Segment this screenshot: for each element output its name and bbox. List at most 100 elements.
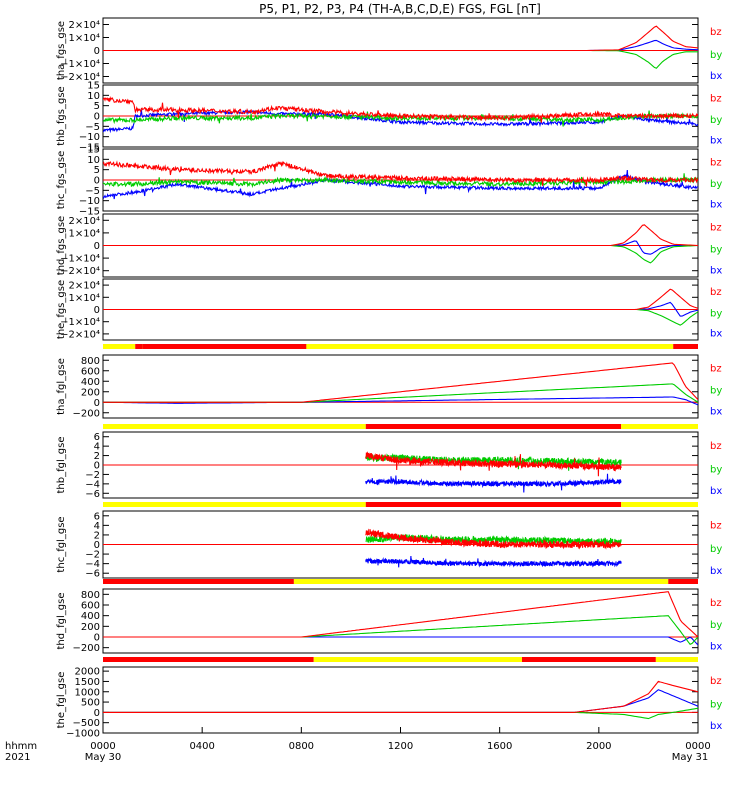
- series-bz: [103, 288, 698, 311]
- legend-by: by: [710, 179, 722, 190]
- flag-segment: [655, 657, 698, 662]
- legend-bx: bx: [710, 329, 722, 340]
- legend-bz: bz: [710, 441, 722, 452]
- series-bz: [103, 362, 698, 403]
- y-tick-label: 2: [94, 530, 100, 541]
- x-tick-label: 1600: [487, 741, 512, 752]
- y-tick-label: 0: [94, 633, 100, 644]
- y-tick-label: −2: [85, 470, 100, 481]
- y-tick-label: −15: [79, 207, 100, 218]
- y-tick-label: 6: [94, 432, 100, 443]
- x-tick-label: 0000: [90, 741, 115, 752]
- y-axis-label: tha_fgs_gse: [56, 21, 67, 80]
- y-tick-label: 0: [94, 461, 100, 472]
- series-by: [103, 383, 698, 403]
- y-tick-label: 10: [87, 155, 100, 166]
- y-axis-label: thb_fgs_gse: [56, 86, 67, 145]
- legend-bx: bx: [710, 200, 722, 211]
- y-tick-label: 200: [81, 387, 100, 398]
- series-bx: [103, 170, 698, 200]
- y-tick-label: 0: [94, 540, 100, 551]
- y-tick-label: 600: [81, 601, 100, 612]
- series-by: [103, 244, 698, 264]
- y-tick-label: 2×10⁴: [69, 216, 100, 227]
- flag-segment: [293, 579, 669, 584]
- series-bx: [103, 636, 698, 646]
- y-tick-label: −4: [85, 479, 100, 490]
- x-date-last: May 31: [672, 752, 709, 763]
- series-by: [103, 49, 698, 69]
- y-axis-label: thc_fgs_gse: [56, 151, 67, 210]
- y-axis-label: thc_fgl_gse: [56, 516, 67, 572]
- y-tick-label: 5: [94, 101, 100, 112]
- series-bz: [103, 160, 698, 187]
- legend-by: by: [710, 464, 722, 475]
- legend-bz: bz: [710, 676, 722, 687]
- series-bz: [103, 680, 698, 713]
- y-tick-label: 0: [94, 398, 100, 409]
- y-tick-label: −2×10⁴: [60, 329, 100, 340]
- x-tick-label: 0400: [189, 741, 214, 752]
- y-tick-label: 15: [87, 81, 100, 92]
- legend-by: by: [710, 309, 722, 320]
- y-axis-label: the_fgl_gse: [56, 672, 67, 729]
- y-tick-label: 1×10⁴: [69, 33, 100, 44]
- y-tick-label: −1×10⁴: [60, 254, 100, 265]
- y-tick-label: −1×10⁴: [60, 317, 100, 328]
- y-tick-label: −6: [85, 569, 100, 580]
- legend-by: by: [710, 50, 722, 61]
- legend-bz: bz: [710, 223, 722, 234]
- y-tick-label: 0: [94, 708, 100, 719]
- legend-by: by: [710, 245, 722, 256]
- legend-bz: bz: [710, 598, 722, 609]
- y-tick-label: 1000: [75, 687, 100, 698]
- y-tick-label: 0: [94, 46, 100, 57]
- legend-bx: bx: [710, 265, 722, 276]
- flag-segment: [306, 344, 674, 349]
- legend-bz: bz: [710, 520, 722, 531]
- y-tick-label: 6: [94, 511, 100, 522]
- y-tick-label: 600: [81, 366, 100, 377]
- series-bz: [103, 224, 698, 247]
- y-tick-label: −2×10⁴: [60, 72, 100, 83]
- flag-segment: [103, 424, 366, 429]
- y-tick-label: −200: [73, 643, 100, 654]
- flag-segment: [673, 344, 698, 349]
- x-tick-label: 1200: [388, 741, 413, 752]
- y-tick-label: 500: [81, 698, 100, 709]
- x-tick-label: 0800: [289, 741, 314, 752]
- y-tick-label: 200: [81, 622, 100, 633]
- chart-title: P5, P1, P2, P3, P4 (TH-A,B,C,D,E) FGS, F…: [259, 2, 541, 16]
- y-tick-label: 0: [94, 305, 100, 316]
- legend-bx: bx: [710, 641, 722, 652]
- y-tick-label: −2: [85, 550, 100, 561]
- y-tick-label: 400: [81, 377, 100, 388]
- y-tick-label: −5: [85, 122, 100, 133]
- legend-by: by: [710, 699, 722, 710]
- y-tick-label: 800: [81, 356, 100, 367]
- y-axis-label: tha_fgl_gse: [56, 358, 67, 415]
- legend-bx: bx: [710, 71, 722, 82]
- flag-segment: [365, 502, 622, 507]
- legend-bz: bz: [710, 93, 722, 104]
- y-tick-label: 1×10⁴: [69, 228, 100, 239]
- y-tick-label: −4: [85, 559, 100, 570]
- panel-frame: [102, 588, 699, 654]
- x-tick-label: 2000: [586, 741, 611, 752]
- series-bx: [103, 39, 698, 52]
- legend-bx: bx: [710, 136, 722, 147]
- y-tick-label: 2×10⁴: [69, 20, 100, 31]
- series-bx: [103, 109, 698, 134]
- y-tick-label: 1×10⁴: [69, 293, 100, 304]
- flag-segment: [103, 657, 314, 662]
- flag-segment: [135, 344, 143, 349]
- y-tick-label: −500: [73, 718, 100, 729]
- series-bz: [103, 96, 698, 123]
